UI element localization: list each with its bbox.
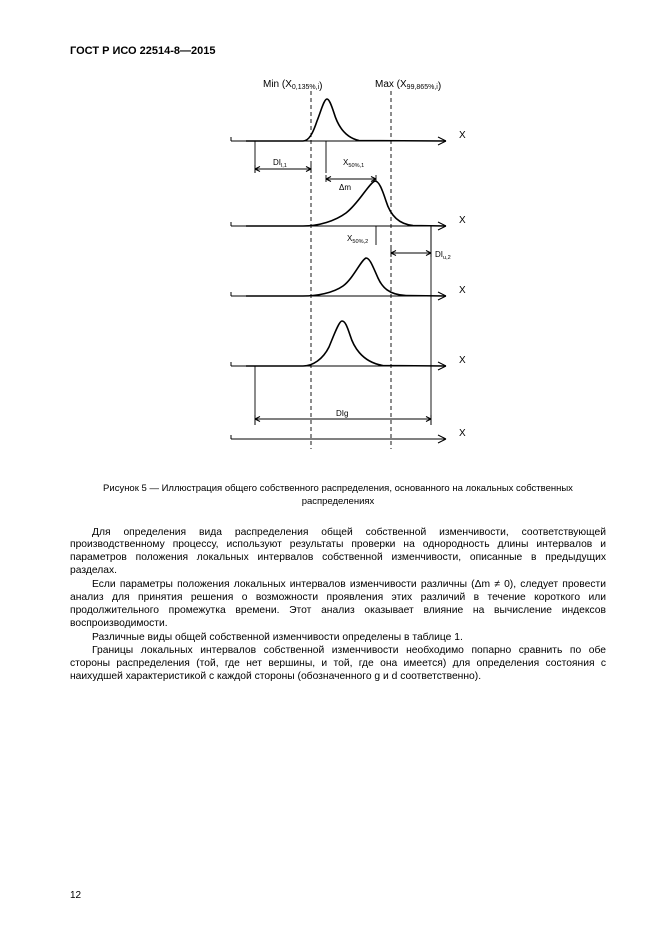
figure-5-svg: Min (X0,135%,i) Max (X99,865%,i) X X X X DIl,1… xyxy=(191,71,486,466)
svg-text:Max (X99,865%,i): Max (X99,865%,i) xyxy=(375,79,441,92)
svg-text:X: X xyxy=(459,428,466,439)
paragraph: Границы локальных интервалов собственной… xyxy=(70,645,606,684)
svg-text:X50%,1: X50%,1 xyxy=(343,158,364,169)
paragraph: Если параметры положения локальных интер… xyxy=(70,579,606,630)
doc-title: ГОСТ Р ИСО 22514-8—2015 xyxy=(70,45,606,57)
svg-text:DIl,1: DIl,1 xyxy=(273,158,287,169)
svg-text:X: X xyxy=(459,285,466,296)
caption-text: Иллюстрация общего собственного распреде… xyxy=(162,483,573,507)
figure-5: Min (X0,135%,i) Max (X99,865%,i) X X X X DIl,1… xyxy=(70,71,606,471)
svg-text:X: X xyxy=(459,130,466,141)
page: ГОСТ Р ИСО 22514-8—2015 Min (X0,135%,i)M… xyxy=(0,0,661,936)
svg-text:Δm: Δm xyxy=(339,183,351,192)
svg-text:X: X xyxy=(459,215,466,226)
figure-5-caption: Рисунок 5 — Иллюстрация общего собственн… xyxy=(91,483,584,509)
svg-text:X50%,2: X50%,2 xyxy=(347,234,368,245)
paragraph: Для определения вида распределения общей… xyxy=(70,527,606,578)
svg-text:X: X xyxy=(459,355,466,366)
body-text: Для определения вида распределения общей… xyxy=(70,527,606,684)
svg-text:Min (X0,135%,i): Min (X0,135%,i) xyxy=(263,79,323,92)
svg-text:DIg: DIg xyxy=(336,409,348,418)
svg-text:DIu,2: DIu,2 xyxy=(435,250,451,261)
page-number: 12 xyxy=(70,890,81,901)
paragraph: Различные виды общей собственной изменчи… xyxy=(70,632,606,645)
caption-prefix: Рисунок 5 — xyxy=(103,483,162,494)
